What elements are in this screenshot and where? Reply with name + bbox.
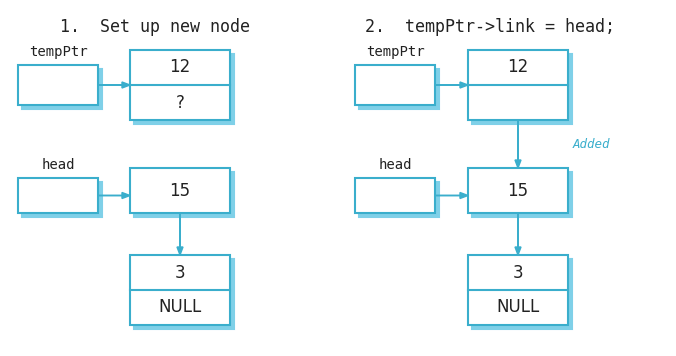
FancyArrow shape: [435, 82, 468, 88]
Bar: [130, 255, 230, 325]
Bar: [468, 255, 568, 325]
Bar: [472, 259, 572, 329]
Bar: [355, 65, 435, 105]
Bar: [468, 50, 568, 120]
Text: 3: 3: [512, 263, 523, 282]
Text: tempPtr: tempPtr: [28, 45, 87, 59]
Text: 3: 3: [174, 263, 185, 282]
Text: head: head: [379, 158, 412, 172]
Bar: [134, 259, 234, 329]
FancyArrow shape: [515, 213, 521, 255]
Bar: [359, 69, 439, 109]
Text: NULL: NULL: [158, 298, 201, 316]
Bar: [130, 50, 230, 120]
FancyArrow shape: [98, 82, 130, 88]
Text: tempPtr: tempPtr: [366, 45, 425, 59]
FancyArrow shape: [515, 120, 521, 168]
Bar: [472, 172, 572, 217]
FancyArrow shape: [98, 193, 130, 199]
Bar: [130, 168, 230, 213]
Bar: [134, 54, 234, 124]
Bar: [468, 168, 568, 213]
Text: 2.  tempPtr->link = head;: 2. tempPtr->link = head;: [365, 18, 615, 36]
Text: NULL: NULL: [496, 298, 539, 316]
Text: 15: 15: [508, 182, 529, 199]
Bar: [355, 178, 435, 213]
Text: head: head: [41, 158, 75, 172]
Text: 12: 12: [170, 58, 191, 77]
FancyArrow shape: [435, 193, 468, 199]
Bar: [359, 182, 439, 217]
Bar: [22, 182, 102, 217]
Bar: [18, 65, 98, 105]
FancyArrow shape: [177, 213, 183, 255]
Text: ?: ?: [176, 94, 185, 111]
Text: Added: Added: [573, 137, 610, 151]
Text: 12: 12: [508, 58, 529, 77]
Bar: [18, 178, 98, 213]
Bar: [134, 172, 234, 217]
Bar: [472, 54, 572, 124]
Bar: [22, 69, 102, 109]
Text: 15: 15: [170, 182, 191, 199]
Text: 1.  Set up new node: 1. Set up new node: [60, 18, 250, 36]
